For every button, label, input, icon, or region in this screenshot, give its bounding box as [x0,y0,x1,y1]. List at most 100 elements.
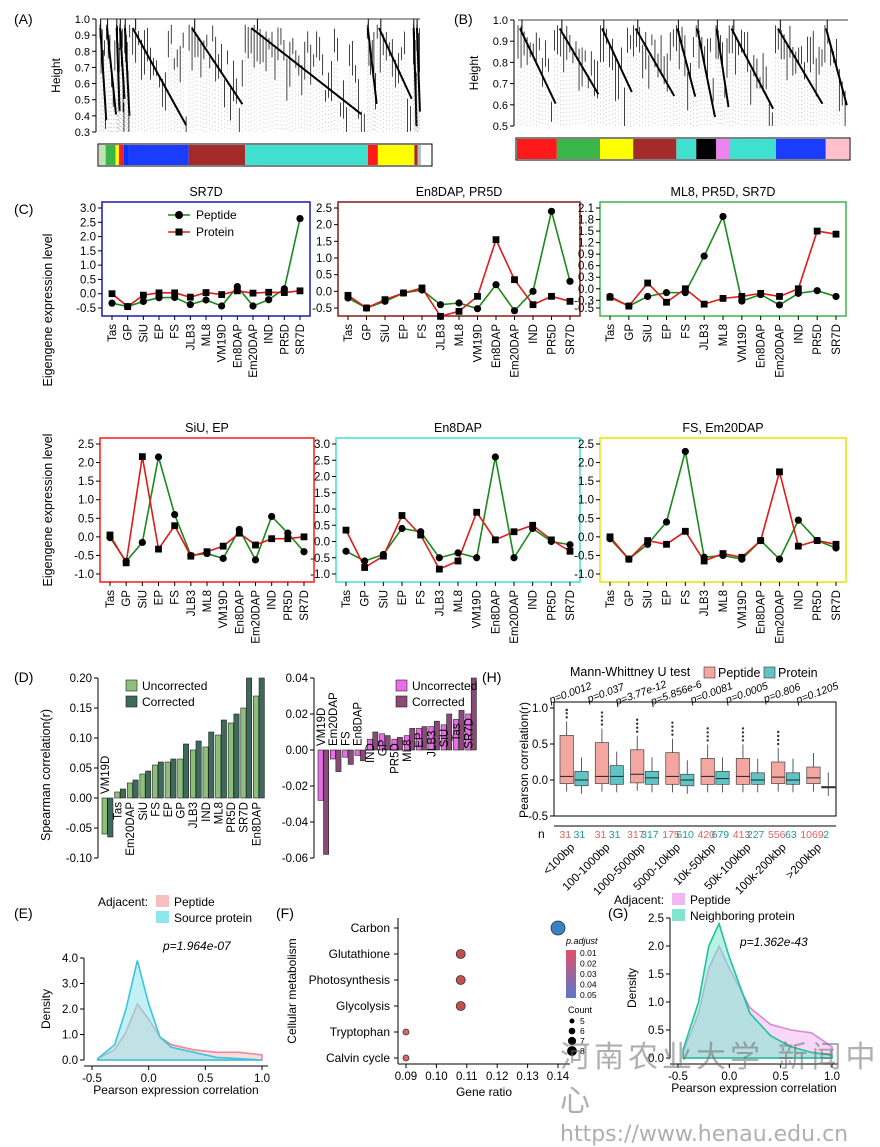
eigengene-c2-protein-point [437,312,444,320]
boxplot-h-n-peptide: 556 [768,829,786,841]
eigengene-c1-peptide-point [108,299,116,307]
eigengene-c4-peptide-point [300,548,308,556]
eigengene-c1-y-tick-label: 0.0 [80,289,96,301]
eigengene-c5-protein-point [398,512,406,519]
dendrogram-a-module-color [128,145,189,165]
watermark: 河南农业大学 新闻中心 https://www.henau.edu.cn [560,1032,880,1147]
eigengene-c1-peptide-point [265,296,273,304]
eigengene-c3-x-tick-label: JLB3 [699,324,711,350]
bar-d1-category-label: Em20DAP [125,802,137,856]
dendrogram-a-y-tick-label: 0.9 [75,30,90,42]
bar-d2-bar-corrected [421,726,428,751]
eigengene-c2-peptide-point [473,305,482,313]
bar-d1-bar-corrected [220,719,227,799]
eigengene-c3-peptide-point [700,252,708,260]
dotplot-f-dot [402,1054,410,1062]
bar-d2-category-label: JLB3 [427,731,439,757]
boxplot-h-box-protein [785,772,801,785]
bar-d2-bar-uncorrected [330,749,336,760]
density-e-y-tick-label: 2.0 [62,1004,78,1016]
eigengene-c2-protein-point [548,292,555,300]
eigengene-c2-x-tick-label: ML8 [454,324,466,346]
eigengene-c3-protein-point [663,298,670,306]
boxplot-h-outlier [706,739,709,742]
eigengene-c5-protein-point [454,557,462,565]
eigengene-c3-title: ML8, PR5D, SR7D [671,185,776,199]
eigengene-c4-peptide-point [171,510,179,519]
eigengene-c5-x-tick-label: VM19D [472,590,484,628]
eigengene-c2-protein-point [455,307,463,315]
bar-d1-category-label: IND [201,802,213,822]
dendrogram-a-module-color [367,145,378,165]
eigengene-c5-x-tick-label: FS [416,590,428,605]
dendrogram-a-module-color [123,145,129,165]
bar-d1-bar-uncorrected [190,749,196,799]
bar-d2-bar-corrected [397,737,403,751]
eigengene-c5-x-tick-label: GP [360,590,372,607]
eigengene-c2-protein-point [492,236,500,244]
panel-label: (F) [276,905,294,921]
bar-d1-bar-corrected [107,797,114,838]
eigengene-c5-x-tick-label: IND [528,590,540,610]
boxplot-h-title: Mann-Whittney U test [570,665,691,679]
boxplot-h-n-peptide: 413 [733,829,751,841]
eigengene-c2-peptide-point [566,277,574,285]
eigengene-c4-x-tick-label: VM19D [218,590,230,628]
eigengene-c5-peptide-point [491,453,499,461]
density-g-x-label: Pearson expression correlation [671,1081,836,1095]
eigengene-c5-peptide-point [510,554,518,562]
eigengene-c3-y-tick-label: 1.8 [578,215,594,227]
dendrogram-b-y-tick-label: 0.8 [493,57,508,69]
boxplot-h-y-tick-label: 1.0 [532,703,548,715]
bar-d1-category-label: VM19D [100,756,112,794]
eigengene-c5-protein-point [435,565,443,573]
bar-d1-bar-corrected [145,770,152,799]
eigengene-c5-protein-point [566,547,574,555]
dotplot-f-dot [455,975,466,985]
eigengene-c4-protein-point [187,552,195,560]
eigengene-c6-x-tick-label: SiU [643,590,655,609]
panel-label: (G) [608,905,628,921]
eigengene-c4-x-tick-label: En8DAP [234,590,246,634]
boxplot-h-n-protein: 679 [712,829,730,841]
eigengene-c6-protein-point [625,555,633,563]
eigengene-c6-peptide-point [681,447,689,456]
eigengene-c1-x-tick-label: Tas [107,324,119,342]
legend-peptide-label: Peptide [196,208,237,222]
eigengene-c1-peptide-point [249,302,257,310]
figure: (A) (B) (C) (D) (E) (F) (G) (H) 0.3 0.4 0.5 0.6 0.7 0… [14,11,851,1099]
eigengene-c2-x-tick-label: IND [528,324,540,344]
eigengene-c6-x-tick-label: GP [624,590,636,607]
boxplot-h-n-peptide: 31 [595,829,607,841]
eigengene-c4-peptide-point [284,529,292,537]
boxplot-h-n-protein: 317 [641,829,659,841]
eigengene-c6-peptide-point [794,516,802,524]
dendrogram-b-y-tick-label: 0.5 [493,121,508,133]
panel-label: (H) [482,669,501,685]
eigengene-c2-y-tick-label: 1.0 [316,253,332,265]
boxplot-h-outlier [565,712,568,715]
eigengene-c3-x-tick-label: En8DAP [756,324,768,368]
dotplot-f-category-label: Tryptophan [330,1025,390,1039]
eigengene-c2-title: En8DAP, PR5D [416,185,503,199]
eigengene-c1-y-tick-label: 3.0 [80,203,96,215]
eigengene-c3-x-tick-label: SR7D [831,324,843,355]
eigengene-c2-peptide-point [510,307,519,315]
eigengene-c4-title: SiU, EP [185,421,229,435]
eigengene-c4-x-tick-label: FS [170,590,182,605]
eigengene-c4-y-tick-label: -1.0 [74,569,94,581]
eigengene-c4-x-tick-label: Tas [105,590,117,608]
dendrogram-a-cascade [99,27,108,121]
eigengene-c6-protein-point [813,537,821,544]
eigengene-c4-protein-point [171,522,179,530]
dotplot-f-color-tick-label: 0.03 [580,969,597,979]
eigengene-c4-protein-point [106,531,114,539]
bar-d1-bar-corrected [170,758,177,799]
dendrogram-a-cascade [131,27,188,126]
dendrogram-b-module-color [729,139,776,159]
eigengene-c6-y-tick-label: 0.0 [578,532,594,544]
boxplot-h-outlier [635,726,639,729]
eigengene-c5-protein-point [342,526,350,534]
eigengene-c1-peptide-point [139,297,147,306]
eigengene-c3-x-tick-label: EP [662,324,674,340]
